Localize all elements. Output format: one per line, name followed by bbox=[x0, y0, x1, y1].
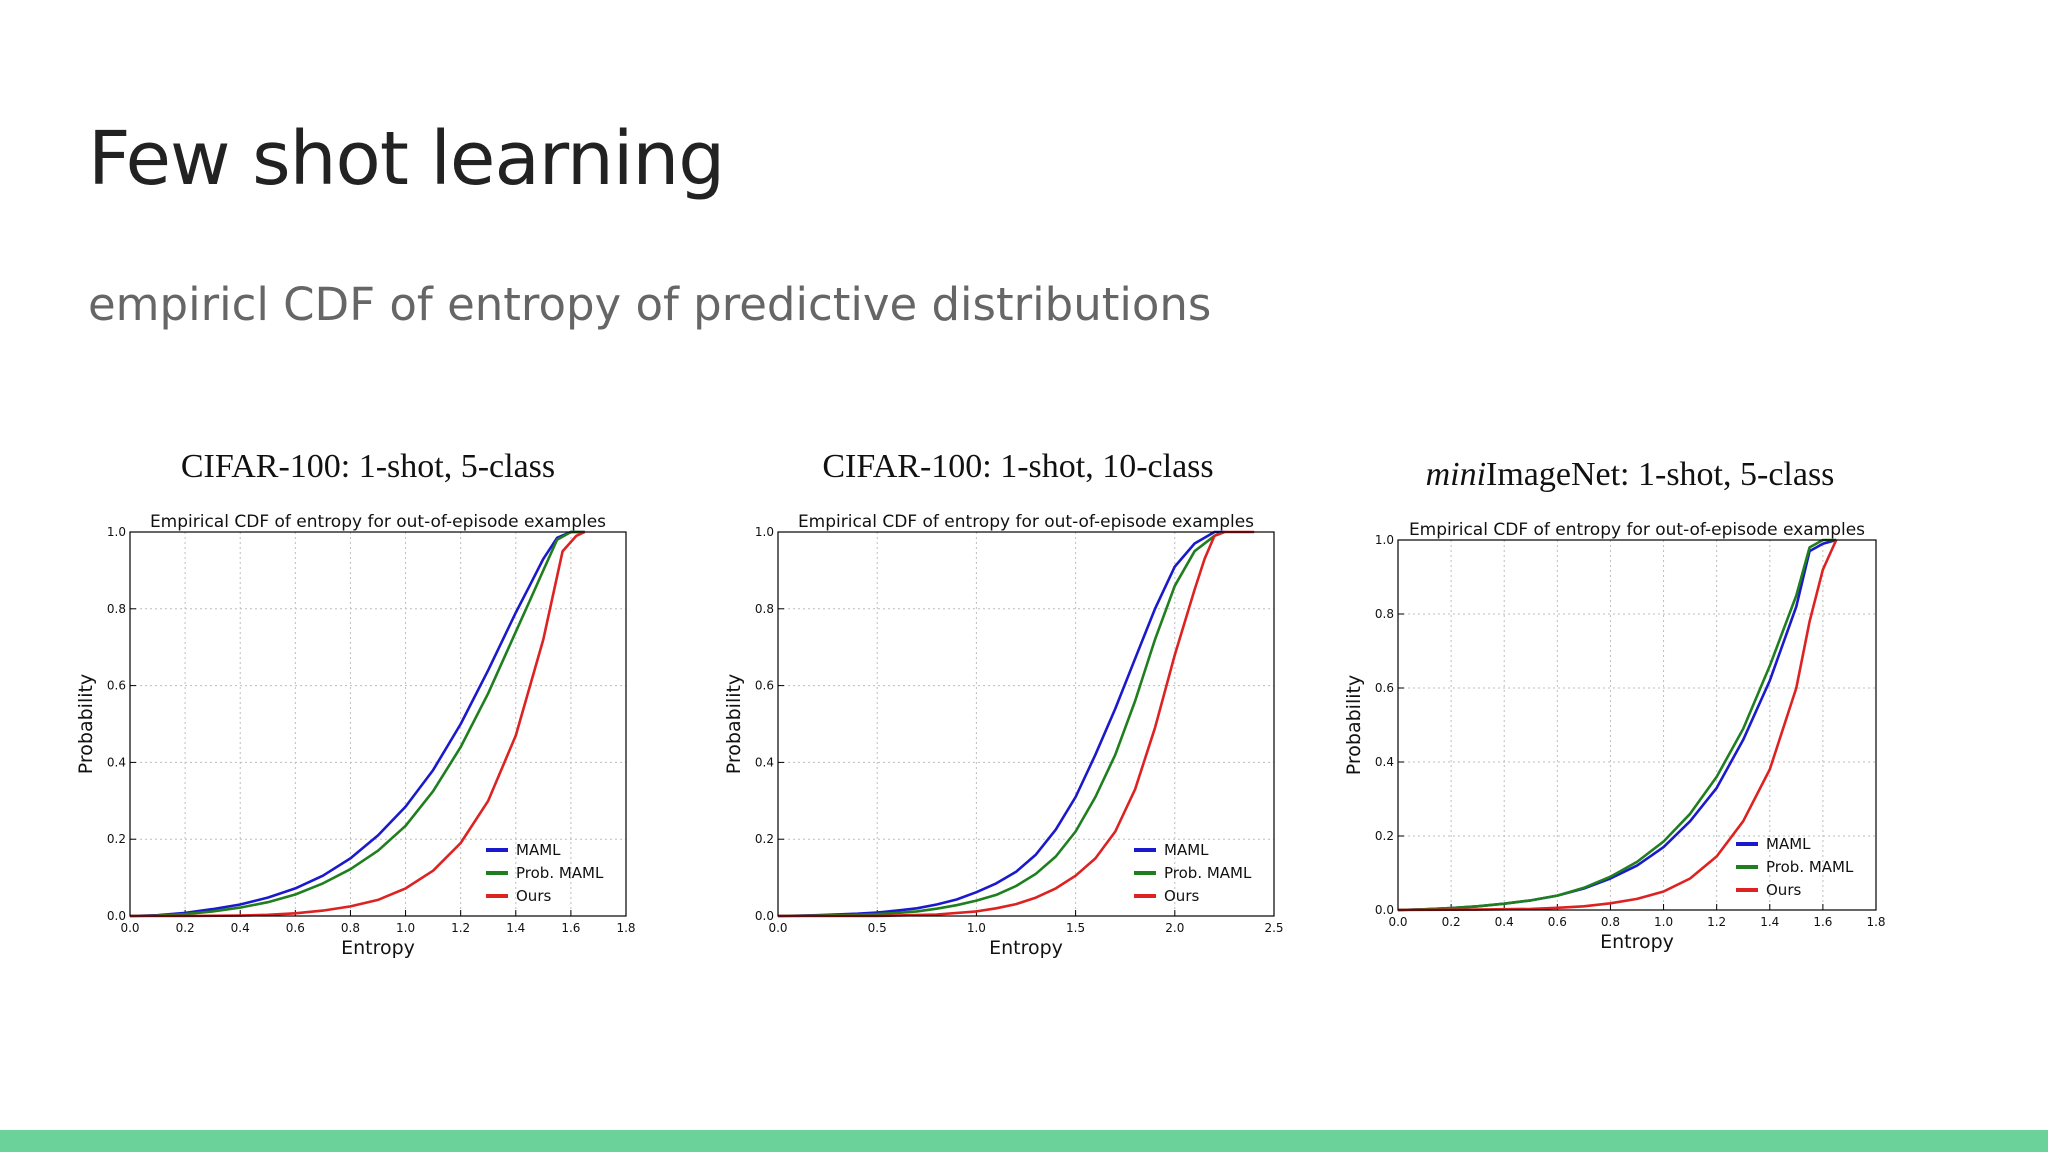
y-tick-label: 0.0 bbox=[1375, 903, 1394, 917]
panel-heading-cifar-5class: CIFAR-100: 1-shot, 5-class bbox=[128, 448, 608, 486]
legend-entry: MAML bbox=[1766, 835, 1811, 853]
x-tick-label: 0.0 bbox=[1388, 915, 1407, 929]
plot-frame bbox=[777, 531, 1275, 917]
y-axis-label: Probability bbox=[1343, 675, 1365, 775]
legend-entry: Ours bbox=[1766, 881, 1801, 899]
series-line-prob-maml bbox=[1397, 538, 1837, 912]
y-axis-label: Probability bbox=[723, 674, 745, 774]
y-tick-label: 0.6 bbox=[1375, 681, 1394, 695]
x-tick-label: 1.5 bbox=[1066, 921, 1085, 935]
panel-heading-miniimagenet: miniImageNet: 1-shot, 5-class bbox=[1390, 456, 1870, 494]
panel-heading-cifar-10class: CIFAR-100: 1-shot, 10-class bbox=[778, 448, 1258, 486]
y-tick-label: 0.4 bbox=[1375, 755, 1394, 769]
legend-entry: Ours bbox=[516, 887, 551, 905]
x-tick-label: 1.6 bbox=[1813, 915, 1832, 929]
slide-subtitle: empiricl CDF of entropy of predictive di… bbox=[88, 278, 1212, 331]
x-tick-label: 1.8 bbox=[1866, 915, 1885, 929]
x-tick-label: 1.2 bbox=[1707, 915, 1726, 929]
x-tick-label: 1.0 bbox=[1654, 915, 1673, 929]
y-tick-label: 0.4 bbox=[755, 755, 774, 769]
y-tick-label: 0.6 bbox=[107, 679, 126, 693]
series-line-ours bbox=[130, 530, 586, 918]
x-tick-label: 2.5 bbox=[1264, 921, 1283, 935]
y-tick-label: 0.0 bbox=[107, 909, 126, 923]
y-tick-label: 0.8 bbox=[1375, 607, 1394, 621]
series-line-maml bbox=[129, 530, 585, 918]
panel-heading-text: ImageNet: 1-shot, 5-class bbox=[1486, 456, 1835, 493]
x-tick-label: 1.6 bbox=[561, 921, 580, 935]
x-tick-label: 1.2 bbox=[451, 921, 470, 935]
chart-title: Empirical CDF of entropy for out-of-epis… bbox=[150, 512, 606, 532]
y-tick-label: 0.0 bbox=[755, 909, 774, 923]
series-line-ours bbox=[778, 530, 1255, 918]
x-axis-label: Entropy bbox=[1600, 931, 1674, 953]
chart-title: Empirical CDF of entropy for out-of-epis… bbox=[1409, 520, 1865, 540]
panel-heading-text: CIFAR-100: 1-shot, 10-class bbox=[822, 448, 1214, 485]
y-tick-label: 0.6 bbox=[755, 679, 774, 693]
footer-accent-bar bbox=[0, 1130, 2048, 1152]
slide-title: Few shot learning bbox=[88, 116, 725, 202]
legend-entry: MAML bbox=[516, 841, 561, 859]
x-tick-label: 0.5 bbox=[868, 921, 887, 935]
legend-entry: Ours bbox=[1164, 887, 1199, 905]
x-tick-label: 0.2 bbox=[176, 921, 195, 935]
y-axis-label: Probability bbox=[75, 674, 97, 774]
chart-title: Empirical CDF of entropy for out-of-epis… bbox=[798, 512, 1254, 532]
x-tick-label: 0.4 bbox=[231, 921, 250, 935]
x-tick-label: 1.0 bbox=[967, 921, 986, 935]
x-tick-label: 1.4 bbox=[506, 921, 525, 935]
x-tick-label: 1.8 bbox=[616, 921, 635, 935]
y-tick-label: 1.0 bbox=[755, 525, 774, 539]
plot-frame bbox=[1397, 539, 1877, 911]
legend-entry: Prob. MAML bbox=[1164, 864, 1252, 882]
series-line-prob-maml bbox=[777, 530, 1225, 918]
x-tick-label: 0.8 bbox=[1601, 915, 1620, 929]
legend-entry: Prob. MAML bbox=[1766, 858, 1854, 876]
x-axis-label: Entropy bbox=[341, 937, 415, 959]
series-line-maml bbox=[777, 530, 1225, 918]
series-line-maml bbox=[1397, 538, 1837, 912]
y-tick-label: 0.2 bbox=[107, 832, 126, 846]
y-tick-label: 0.2 bbox=[755, 832, 774, 846]
y-tick-label: 0.8 bbox=[755, 602, 774, 616]
legend-entry: Prob. MAML bbox=[516, 864, 604, 882]
x-tick-label: 0.6 bbox=[286, 921, 305, 935]
x-tick-label: 2.0 bbox=[1165, 921, 1184, 935]
y-tick-label: 0.8 bbox=[107, 602, 126, 616]
legend-entry: MAML bbox=[1164, 841, 1209, 859]
y-tick-label: 1.0 bbox=[107, 525, 126, 539]
y-tick-label: 0.4 bbox=[107, 755, 126, 769]
plot-frame bbox=[129, 531, 627, 917]
x-tick-label: 1.4 bbox=[1760, 915, 1779, 929]
panel-heading-italic: mini bbox=[1425, 456, 1487, 493]
series-line-ours bbox=[1397, 539, 1838, 912]
x-axis-label: Entropy bbox=[989, 937, 1063, 959]
x-tick-label: 0.6 bbox=[1548, 915, 1567, 929]
y-tick-label: 0.2 bbox=[1375, 829, 1394, 843]
series-line-prob-maml bbox=[129, 530, 585, 918]
x-tick-label: 0.0 bbox=[768, 921, 787, 935]
panel-heading-text: CIFAR-100: 1-shot, 5-class bbox=[180, 448, 556, 485]
x-tick-label: 0.4 bbox=[1495, 915, 1514, 929]
x-tick-label: 0.0 bbox=[120, 921, 139, 935]
y-tick-label: 1.0 bbox=[1375, 533, 1394, 547]
x-tick-label: 1.0 bbox=[396, 921, 415, 935]
x-tick-label: 0.2 bbox=[1442, 915, 1461, 929]
x-tick-label: 0.8 bbox=[341, 921, 360, 935]
